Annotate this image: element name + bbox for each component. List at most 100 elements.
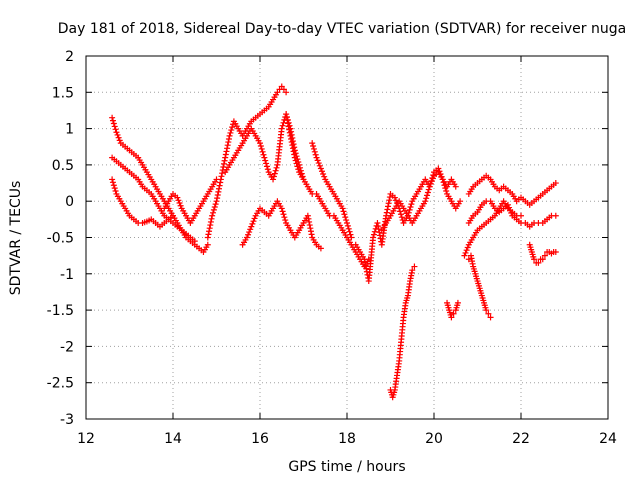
data-point-fill [321,173,328,180]
data-point-fill [294,163,301,170]
data-point-fill [264,166,271,173]
data-point-fill [397,211,404,218]
data-point-fill [288,135,295,142]
data-point-fill [385,200,392,207]
data-point [552,249,559,256]
data-point-fill [206,228,213,235]
data-point-fill [225,139,232,146]
y-tick-label: -1 [60,267,74,283]
data-point-fill [246,229,253,236]
data-point-fill [310,145,317,152]
series-descent-17 [283,111,372,270]
data-point-fill [340,208,347,215]
data-point [248,223,255,230]
data-point-fill [310,143,317,150]
x-tick-labels: 12 14 16 18 20 22 24 [77,431,617,447]
y-tick-label: 2 [65,49,74,65]
data-point-fill [293,160,300,167]
series-dip-19 [387,263,418,401]
data-point-fill [320,170,327,177]
data-point-fill [398,214,405,221]
data-point-fill [375,223,382,230]
data-point-fill [273,164,280,171]
data-point-fill [214,191,221,198]
data-point-fill [215,185,222,192]
data-point-fill [427,180,434,187]
data-point-fill [224,142,231,149]
data-point-fill [305,215,312,222]
data-point-fill [111,123,118,130]
data-point-fill [463,247,470,254]
x-tick-label: 18 [338,431,356,447]
data-point-fill [284,117,291,124]
data-point-fill [215,188,222,195]
data-point-fill [343,217,350,224]
y-axis-label: SDTVAR / TECUs [8,181,24,296]
data-point [291,154,298,161]
data-point-fill [111,185,118,192]
data-point [370,234,377,241]
y-tick-labels: 2 1.5 1 0.5 0 -0.5 -1 -1.5 -2 -2.5 -3 [47,49,74,428]
data-point-fill [206,225,213,232]
data-point-fill [306,218,313,225]
data-point [109,176,116,183]
data-point [217,176,224,183]
data-point-fill [222,151,229,158]
data-point-fill [115,134,122,141]
data-point-fill [424,192,431,199]
data-point-fill [176,200,183,207]
data-point-fill [251,215,258,222]
data-point-fill [263,160,270,167]
data-point-fill [430,172,437,179]
series-late-upper [465,172,559,208]
data-point-fill [281,214,288,221]
data-point [261,154,268,161]
data-marks [109,83,559,401]
data-point [174,194,181,201]
data-point-fill [392,197,399,204]
data-point-fill [440,179,447,186]
series-rise-15 [204,83,290,241]
data-point-fill [210,209,217,216]
data-point-fill [428,177,435,184]
data-point [454,299,461,306]
data-point [531,256,538,263]
x-tick-label: 20 [425,431,443,447]
data-point-fill [247,226,254,233]
data-point-fill [110,182,117,189]
data-point-fill [375,226,382,233]
data-point [344,219,350,226]
data-point-fill [312,151,319,158]
data-point-fill [270,173,277,180]
data-point [539,256,546,263]
chart-title: Day 181 of 2018, Sidereal Day-to-day VTE… [58,21,626,37]
data-point [448,314,455,321]
data-point [170,212,176,219]
data-point-fill [363,268,370,275]
data-point [317,245,324,252]
data-point-fill [462,249,469,256]
data-point-fill [383,209,390,216]
data-point-fill [218,173,225,180]
data-point [113,129,120,136]
data-point [409,267,416,274]
data-point-fill [249,220,256,227]
data-point [304,212,311,219]
data-point-fill [311,148,318,155]
data-point-fill [223,148,230,155]
data-point-fill [112,126,119,133]
data-point-fill [205,231,212,238]
data-point [487,314,494,321]
data-point [535,259,542,266]
data-point-fill [386,197,393,204]
series-low-16 [239,198,324,252]
data-point-fill [214,195,221,202]
data-point-fill [211,204,218,211]
y-tick-label: -0.5 [47,231,74,247]
data-point-fill [114,131,121,138]
data-point [465,256,472,263]
data-point-fill [289,145,296,152]
data-point-fill [344,222,351,229]
data-point [452,183,459,190]
